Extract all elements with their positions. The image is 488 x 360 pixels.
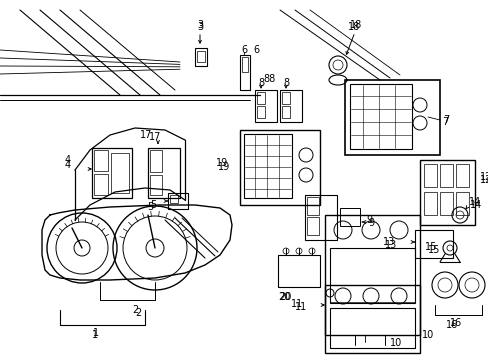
Bar xyxy=(282,106,289,118)
Bar xyxy=(306,217,318,235)
Bar xyxy=(339,208,359,226)
Bar xyxy=(257,106,264,118)
Text: 3: 3 xyxy=(197,22,203,32)
Text: 20: 20 xyxy=(278,292,290,302)
Bar xyxy=(244,134,291,198)
Text: 14: 14 xyxy=(469,200,481,210)
Bar xyxy=(150,150,162,172)
Text: 6: 6 xyxy=(241,45,246,55)
Text: 2: 2 xyxy=(132,305,138,315)
Text: 13: 13 xyxy=(382,237,394,247)
Bar xyxy=(280,90,302,122)
Text: 9: 9 xyxy=(365,215,371,225)
Text: 88: 88 xyxy=(263,74,275,84)
Text: 7: 7 xyxy=(441,117,447,127)
Bar xyxy=(455,192,468,215)
Bar xyxy=(329,248,414,303)
Text: 1: 1 xyxy=(93,328,99,338)
Bar xyxy=(92,148,132,198)
Bar xyxy=(254,90,276,122)
Bar xyxy=(195,48,206,66)
Text: 15: 15 xyxy=(424,242,436,252)
Text: 2: 2 xyxy=(135,308,141,318)
Bar xyxy=(94,174,108,195)
Text: 9: 9 xyxy=(367,218,373,228)
Bar xyxy=(150,175,162,195)
Text: 7: 7 xyxy=(442,115,448,125)
Text: 3: 3 xyxy=(197,20,203,30)
Text: 10: 10 xyxy=(389,338,402,348)
Text: 6: 6 xyxy=(252,45,259,55)
Text: 4: 4 xyxy=(65,160,71,170)
Bar xyxy=(257,92,264,104)
Text: 18: 18 xyxy=(347,22,360,32)
Bar xyxy=(439,164,452,187)
Text: 16: 16 xyxy=(445,320,457,330)
Text: 10: 10 xyxy=(421,330,433,340)
Text: 13: 13 xyxy=(384,240,396,250)
Bar xyxy=(325,215,419,335)
Bar xyxy=(282,92,289,104)
Bar xyxy=(242,57,247,72)
Bar xyxy=(197,51,204,62)
Bar xyxy=(349,84,411,149)
Bar xyxy=(439,192,452,215)
Text: 18: 18 xyxy=(349,20,362,30)
Bar xyxy=(306,197,318,215)
Bar xyxy=(111,153,129,193)
Text: 4: 4 xyxy=(65,155,71,165)
Bar xyxy=(240,55,249,90)
Text: 1: 1 xyxy=(92,330,98,340)
Text: 11: 11 xyxy=(290,299,303,309)
Text: 5: 5 xyxy=(147,202,153,212)
Bar xyxy=(148,148,180,198)
Bar xyxy=(170,195,178,203)
Text: 20: 20 xyxy=(278,292,290,302)
Bar xyxy=(305,195,336,240)
Text: 11: 11 xyxy=(294,302,306,312)
Bar xyxy=(278,255,319,287)
Text: 8: 8 xyxy=(257,78,264,88)
Bar xyxy=(240,130,319,205)
Bar xyxy=(325,285,419,353)
Text: 17: 17 xyxy=(140,130,152,140)
Text: 12: 12 xyxy=(479,172,488,182)
Text: 12: 12 xyxy=(479,175,488,185)
Bar xyxy=(329,308,414,348)
Bar xyxy=(455,164,468,187)
Text: 5: 5 xyxy=(150,200,156,210)
Bar xyxy=(94,150,108,171)
Text: 19: 19 xyxy=(218,162,230,172)
Text: 14: 14 xyxy=(468,197,480,207)
Text: 15: 15 xyxy=(427,245,440,255)
Text: 17: 17 xyxy=(148,132,161,142)
Text: 8: 8 xyxy=(283,78,288,88)
Bar xyxy=(419,160,474,225)
Text: 16: 16 xyxy=(449,318,461,328)
Bar xyxy=(168,193,187,209)
Bar xyxy=(423,192,436,215)
Bar xyxy=(414,230,452,258)
Text: 19: 19 xyxy=(216,158,228,168)
Bar xyxy=(423,164,436,187)
Bar xyxy=(345,80,439,155)
